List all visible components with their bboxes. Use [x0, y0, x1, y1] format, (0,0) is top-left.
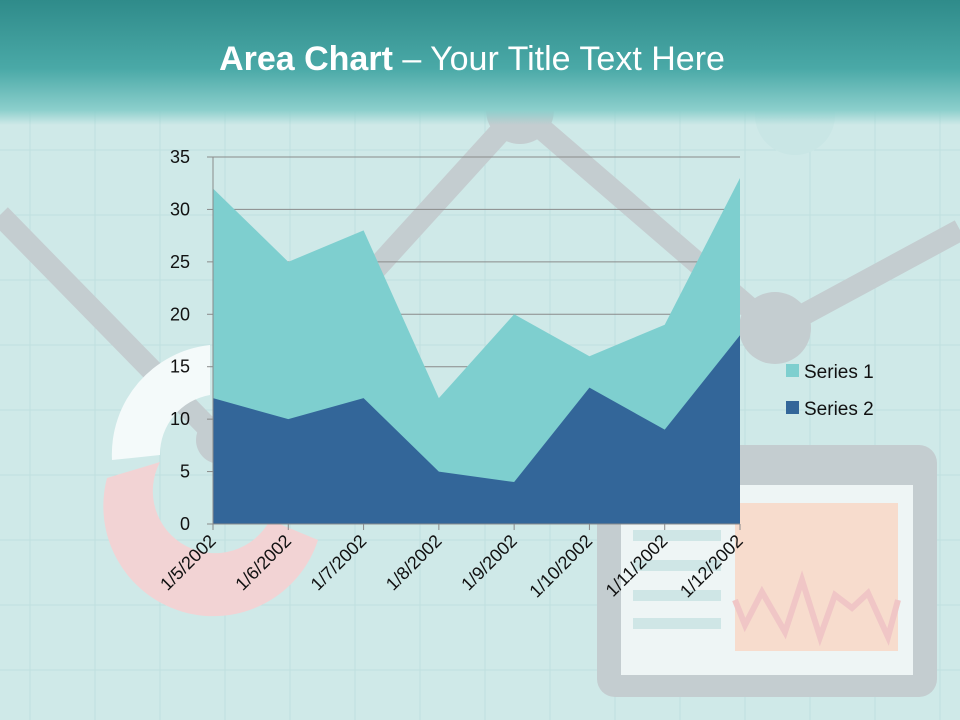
- x-tick-label: 1/11/2002: [602, 531, 672, 601]
- x-tick-label: 1/7/2002: [307, 531, 371, 595]
- y-tick-label: 20: [170, 304, 190, 324]
- area-series-2: [213, 335, 740, 524]
- x-tick-label: 1/5/2002: [156, 531, 220, 595]
- x-tick-label: 1/10/2002: [525, 531, 596, 602]
- legend-label-2: Series 2: [804, 399, 874, 420]
- axes: [212, 157, 740, 525]
- x-tick-label: 1/8/2002: [382, 531, 446, 595]
- y-tick-label: 0: [180, 514, 190, 534]
- y-tick-label: 10: [170, 409, 190, 429]
- y-axis-ticks: 0 5 10 15 20 25 30 35: [170, 147, 213, 534]
- y-tick-label: 25: [170, 252, 190, 272]
- x-axis-ticks: 1/5/2002 1/6/2002 1/7/2002 1/8/2002 1/9/2002…: [156, 524, 747, 601]
- legend-swatch-1: [786, 364, 799, 377]
- x-tick-label: 1/9/2002: [457, 531, 521, 595]
- slide-title: Area Chart – Your Title Text Here: [0, 40, 944, 79]
- title-rest: – Your Title Text Here: [392, 40, 725, 78]
- legend-swatch-2: [786, 401, 799, 414]
- legend-label-1: Series 1: [804, 362, 874, 383]
- x-tick-label: 1/6/2002: [231, 531, 295, 595]
- series-areas: [213, 177, 740, 524]
- y-tick-label: 35: [170, 147, 190, 167]
- legend: Series 1 Series 2: [786, 362, 874, 420]
- y-tick-label: 5: [180, 462, 190, 482]
- y-tick-label: 15: [170, 357, 190, 377]
- title-bar: [0, 0, 960, 125]
- y-tick-label: 30: [170, 199, 190, 219]
- title-bold: Area Chart: [219, 40, 393, 78]
- x-tick-label: 1/12/2002: [676, 531, 747, 602]
